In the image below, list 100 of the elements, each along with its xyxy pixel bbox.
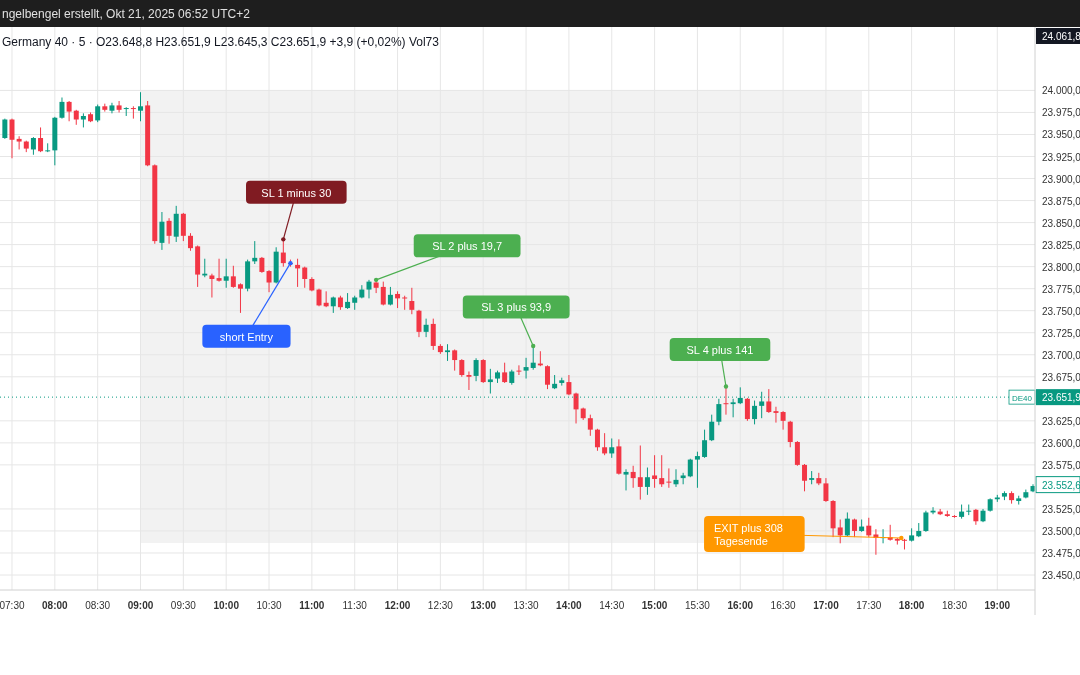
candlestick [773,406,779,424]
x-tick-label: 08:00 [42,600,69,611]
candlestick [573,392,579,424]
candlestick [523,357,529,380]
candlestick [223,258,229,289]
candlestick [516,364,522,376]
candlestick [430,318,436,351]
y-tick-label: 23.675,0 [1042,371,1080,383]
x-tick-label: 09:30 [170,600,197,611]
candlestick [366,279,372,299]
candlestick [66,100,72,122]
annotation: EXIT plus 308 Tagesende [714,522,783,548]
x-tick-label: 11:00 [299,600,325,611]
candlestick [823,477,829,503]
candlestick [402,295,408,311]
x-tick-label: 15:30 [684,600,711,611]
candlestick [230,265,236,289]
candlestick [9,118,15,159]
x-tick-label: 16:00 [727,600,754,611]
y-tick-label: 23.625,0 [1042,415,1080,427]
candlestick [209,273,215,298]
candlestick [594,428,600,452]
annotation: SL 2 plus 19,7 [432,240,503,253]
candlestick [2,118,8,140]
candlestick [652,454,658,489]
candlestick [687,458,693,478]
x-tick-label: 18:00 [898,600,925,611]
annotation: SL 3 plus 93,9 [481,301,552,314]
candlestick [266,269,272,293]
candlestick [602,432,608,456]
y-tick-label: 23.775,0 [1042,283,1080,295]
y-tick-label: 23.875,0 [1042,195,1080,207]
candlestick [16,135,22,150]
candlestick [844,511,850,537]
candlestick [630,465,636,489]
y-tick-label: 23.450,0 [1042,570,1080,582]
annotation: SL 1 minus 30 [261,186,332,199]
candlestick [566,374,572,396]
candlestick [802,463,808,492]
y-tick-label: 23.575,0 [1042,459,1080,471]
x-tick-label: 14:00 [556,600,583,611]
candlestick [409,287,415,315]
y-tick-label: 23.925,0 [1042,151,1080,163]
candlestick [752,400,758,425]
y-tick-label: 23.750,0 [1042,305,1080,317]
x-tick-label: 07:30 [0,600,25,611]
annotation: short Entry [219,330,274,343]
y-tick-label: 23.500,0 [1042,525,1080,537]
candlestick [694,451,700,489]
candlestick [680,472,686,485]
y-tick-label: 23.800,0 [1042,261,1080,273]
candlestick [787,420,793,448]
candlestick [180,212,186,242]
candlestick [173,205,179,243]
x-tick-label: 12:00 [384,600,411,611]
candlestick [666,467,672,489]
candlestick [166,217,172,245]
candlestick [744,397,750,422]
candlestick [794,440,800,467]
x-tick-label: 13:00 [470,600,497,611]
candlestick [659,454,665,488]
candlestick [709,414,715,442]
y-tick-label: 23.825,0 [1042,239,1080,251]
candlestick [59,96,65,120]
x-tick-label: 10:30 [256,600,282,611]
candlestick [487,368,493,395]
annotation: SL 4 plus 141 [686,343,754,356]
x-tick-label: 18:30 [941,600,968,611]
candlestick [216,258,222,283]
candlestick [609,437,615,459]
x-tick-label: 16:30 [770,600,797,611]
y-tick-label: 23.600,0 [1042,437,1080,449]
candlestick [673,468,679,488]
candlestick [502,362,508,384]
candlestick [138,91,144,122]
candlestick [544,364,550,390]
y-tick-label: 23.975,0 [1042,107,1080,119]
candlestick [644,467,650,496]
x-tick-label: 19:00 [984,600,1011,611]
candlestick [702,429,708,459]
x-tick-label: 10:00 [213,600,240,611]
y-tick-label: 23.475,0 [1042,548,1080,559]
candlestick [116,100,122,113]
x-tick-label: 13:30 [513,600,540,611]
candlestick [852,518,857,538]
candlestick [452,348,458,372]
y-tick-label: 23.725,0 [1042,327,1080,339]
x-tick-label: 12:30 [427,600,454,611]
y-tick-label: 23.651,9 [1042,392,1080,404]
candlestick [837,519,843,544]
x-tick-label: 17:30 [856,600,882,611]
candlestick [130,105,136,120]
x-tick-label: 17:00 [813,600,840,611]
y-tick-label: 23.900,0 [1042,173,1080,185]
x-tick-label: 08:30 [85,600,111,611]
candlestick [466,371,472,391]
x-tick-label: 09:00 [127,600,154,611]
chart-subtitle: ngelbengel erstellt, Okt 21, 2025 06:52 UTC+2 [2,7,251,21]
candlestick [866,517,872,538]
x-tick-label: 11:30 [342,600,368,611]
